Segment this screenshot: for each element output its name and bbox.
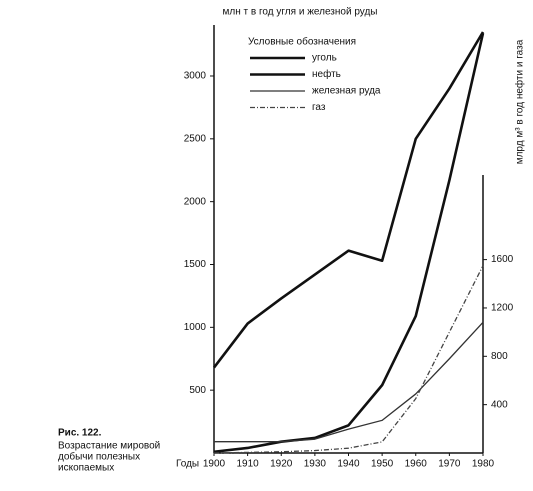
caption-line: добычи полезных xyxy=(58,451,140,463)
x-tick-label: 1930 xyxy=(304,459,327,470)
y-tick-label: 2000 xyxy=(184,196,207,207)
y-tick-label: 500 xyxy=(189,385,206,396)
y2-tick-label: 800 xyxy=(491,351,508,362)
series-line xyxy=(212,31,485,369)
series-line xyxy=(214,321,484,443)
series-line xyxy=(213,32,485,454)
x-tick-label: 1970 xyxy=(438,459,461,470)
legend-label: железная руда xyxy=(312,86,381,97)
y2-tick-label: 400 xyxy=(491,399,508,410)
legend-label: нефть xyxy=(312,68,341,80)
x-tick-label: 1960 xyxy=(405,459,428,470)
x-tick-label: 1910 xyxy=(237,459,260,470)
caption-line: ископаемых xyxy=(58,463,114,474)
chart-title: млн т в год угля и железной руды xyxy=(223,7,378,18)
y-tick-label: 2500 xyxy=(184,133,207,144)
legend-label: уголь xyxy=(312,53,337,64)
y-tick-label: 1500 xyxy=(184,259,207,270)
x-tick-label: 1940 xyxy=(337,459,360,470)
x-axis-label: Годы xyxy=(176,459,199,470)
y2-tick-label: 1200 xyxy=(491,303,514,314)
y-tick-label: 3000 xyxy=(184,71,207,82)
y2-axis-label: млрд м³ в год нефти и газа xyxy=(514,39,526,164)
x-tick-label: 1900 xyxy=(203,459,226,470)
x-tick-label: 1920 xyxy=(270,459,293,470)
legend-label: газ xyxy=(312,102,326,113)
caption-line: Возрастание мировой xyxy=(58,441,160,452)
series-line xyxy=(213,265,484,454)
legend-title: Условные обозначения xyxy=(248,36,356,48)
x-tick-label: 1950 xyxy=(371,459,394,470)
y-tick-label: 1000 xyxy=(184,322,207,333)
caption-number: Рис. 122. xyxy=(58,428,102,439)
y2-tick-label: 1600 xyxy=(491,254,514,265)
x-tick-label: 1980 xyxy=(472,459,495,470)
